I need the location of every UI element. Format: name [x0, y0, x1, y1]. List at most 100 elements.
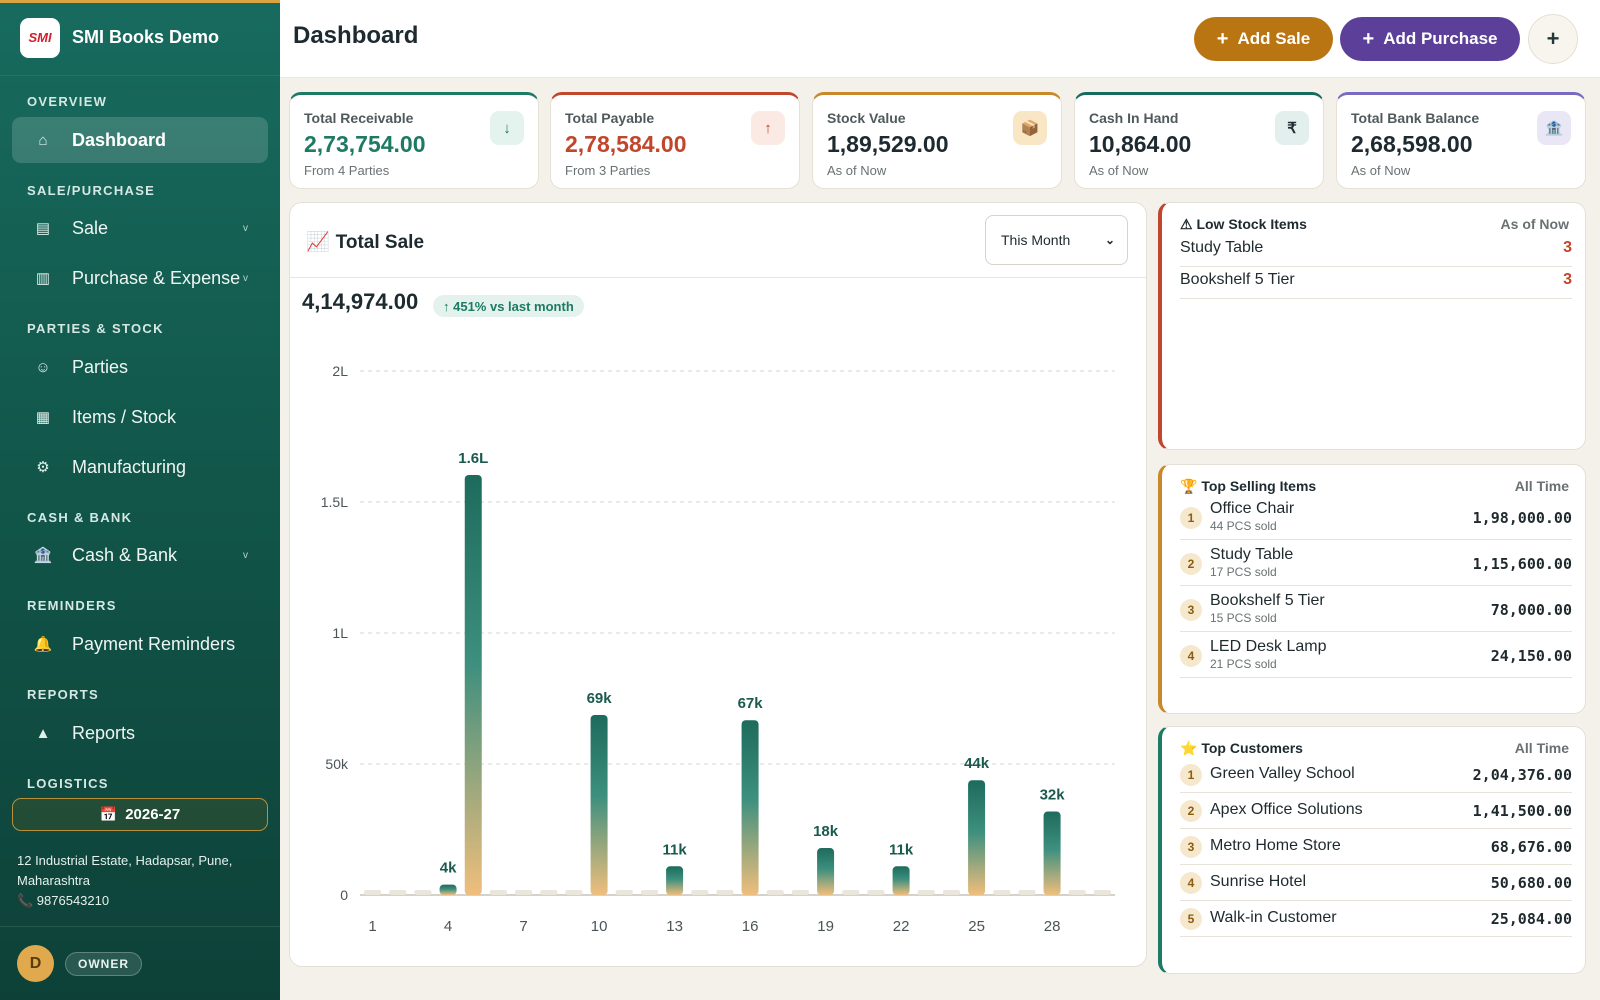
top-selling-meta: All Time	[1514, 478, 1569, 494]
section-logistics: LOGISTICS	[27, 776, 109, 791]
item-amount: 1,98,000.00	[1472, 509, 1572, 527]
sidebar-item-reports[interactable]: ▲ Reports	[12, 710, 268, 756]
trend-chart-icon: 📈	[306, 232, 330, 253]
x-tick-label: 13	[666, 918, 683, 935]
item-amount: 78,000.00	[1490, 601, 1572, 619]
financial-year-selector[interactable]: 📅 2026-27	[12, 798, 268, 831]
arrow-down-icon: ↓	[490, 111, 524, 145]
total-sale-title: 📈 Total Sale	[306, 230, 424, 254]
top-customer-row[interactable]: 2 Apex Office Solutions 1,41,500.00	[1180, 795, 1572, 829]
rank-badge: 1	[1180, 764, 1202, 786]
bar	[968, 780, 986, 895]
sidebar-divider	[0, 926, 280, 927]
arrow-up-icon: ↑	[751, 111, 785, 145]
stat-card-cash-in-hand[interactable]: Cash In Hand 10,864.00 As of Now ₹	[1074, 92, 1324, 189]
app-name: SMI Books Demo	[72, 27, 220, 47]
package-icon: 📦	[1013, 111, 1047, 145]
low-stock-title: ⚠ Low Stock Items	[1180, 216, 1307, 232]
stat-subtitle: From 3 Parties	[565, 163, 651, 178]
quick-add-button[interactable]: +	[1528, 14, 1578, 64]
section-overview: OVERVIEW	[27, 94, 108, 109]
stat-card-total-receivable[interactable]: Total Receivable 2,73,754.00 From 4 Part…	[289, 92, 539, 189]
item-name: Bookshelf 5 Tier	[1210, 592, 1325, 609]
x-tick-label: 28	[1044, 918, 1061, 935]
top-customers-panel: ⭐ Top Customers All Time 1 Green Valley …	[1158, 726, 1586, 974]
item-name: Study Table	[1210, 546, 1294, 563]
sidebar-item-parties[interactable]: ☺ Parties	[12, 344, 268, 390]
company-address: 12 Industrial Estate, Hadapsar, Pune, Ma…	[17, 853, 233, 888]
stat-card-total-bank-balance[interactable]: Total Bank Balance 2,68,598.00 As of Now…	[1336, 92, 1586, 189]
bar	[439, 884, 457, 895]
plus-icon: +	[1546, 26, 1560, 51]
bar-placeholder	[1018, 890, 1036, 895]
sidebar-item-purchase-expense[interactable]: ▥ Purchase & Expense v	[12, 255, 268, 301]
rank-badge: 4	[1180, 645, 1202, 667]
sidebar-item-sale[interactable]: ▤ Sale v	[12, 205, 268, 251]
top-selling-row[interactable]: 2 Study Table 17 PCS sold 1,15,600.00	[1180, 546, 1572, 586]
sidebar-item-label: Reports	[72, 722, 136, 743]
bar-placeholder	[389, 890, 407, 895]
add-purchase-button[interactable]: + Add Purchase	[1340, 17, 1520, 61]
bar-placeholder	[540, 890, 558, 895]
x-tick-label: 25	[968, 918, 985, 935]
home-icon: ⌂	[38, 131, 48, 149]
bar-data-label: 44k	[964, 755, 990, 772]
total-sale-card: 📈 Total Sale This Month ⌄ 4,14,974.00 ↑ 4…	[289, 202, 1147, 967]
low-stock-row[interactable]: Bookshelf 5 Tier 3	[1180, 267, 1572, 299]
stat-card-total-payable[interactable]: Total Payable 2,78,584.00 From 3 Parties…	[550, 92, 800, 189]
item-sold-count: 15 PCS sold	[1210, 611, 1277, 625]
bar-placeholder	[1093, 890, 1111, 895]
sidebar-item-items-stock[interactable]: ▦ Items / Stock	[12, 394, 268, 440]
stat-title: Total Payable	[565, 110, 655, 126]
sidebar-item-dashboard[interactable]: ⌂ Dashboard	[12, 117, 268, 163]
bar-data-label: 1.6L	[458, 450, 488, 467]
bar-data-label: 18k	[813, 823, 839, 840]
top-customer-row[interactable]: 5 Walk-in Customer 25,084.00	[1180, 903, 1572, 937]
add-sale-button[interactable]: + Add Sale	[1194, 17, 1333, 61]
x-tick-label: 22	[893, 918, 910, 935]
sidebar-item-payment-reminders[interactable]: 🔔 Payment Reminders	[12, 621, 268, 667]
app-logo: SMI	[20, 17, 60, 58]
low-stock-row[interactable]: Study Table 3	[1180, 235, 1572, 267]
stat-card-stock-value[interactable]: Stock Value 1,89,529.00 As of Now 📦	[812, 92, 1062, 189]
avatar[interactable]: D	[17, 945, 54, 982]
brand[interactable]: SMI SMI Books Demo	[0, 0, 280, 76]
calendar-icon: 📅	[99, 806, 118, 822]
sidebar-accent-line	[0, 0, 280, 3]
sidebar-item-label: Cash & Bank	[72, 544, 178, 565]
top-selling-row[interactable]: 1 Office Chair 44 PCS sold 1,98,000.00	[1180, 500, 1572, 540]
sidebar-item-label: Purchase & Expense	[72, 267, 241, 288]
bell-icon: 🔔	[33, 636, 53, 653]
top-customer-row[interactable]: 4 Sunrise Hotel 50,680.00	[1180, 867, 1572, 901]
top-customer-row[interactable]: 3 Metro Home Store 68,676.00	[1180, 831, 1572, 865]
section-sale-purchase: SALE/PURCHASE	[27, 183, 156, 198]
sidebar-item-manufacturing[interactable]: ⚙ Manufacturing	[12, 444, 268, 490]
y-tick-label: 0	[340, 887, 348, 903]
section-reminders: REMINDERS	[27, 598, 117, 613]
top-customer-row[interactable]: 1 Green Valley School 2,04,376.00	[1180, 759, 1572, 793]
top-selling-row[interactable]: 3 Bookshelf 5 Tier 15 PCS sold 78,000.00	[1180, 592, 1572, 632]
bar-placeholder	[867, 890, 885, 895]
bar-data-label: 67k	[738, 695, 764, 712]
customer-name: Green Valley School	[1210, 765, 1355, 782]
role-badge: OWNER	[65, 952, 142, 976]
sidebar: SMI SMI Books Demo OVERVIEW ⌂ Dashboard …	[0, 0, 280, 1000]
company-phone: 📞 9876543210	[17, 893, 110, 908]
period-select[interactable]: This Month ⌄	[985, 215, 1128, 265]
bar-placeholder	[766, 890, 784, 895]
sidebar-item-cash-bank[interactable]: 🏦 Cash & Bank v	[12, 532, 268, 578]
top-selling-row[interactable]: 4 LED Desk Lamp 21 PCS sold 24,150.00	[1180, 638, 1572, 678]
customer-amount: 68,676.00	[1490, 838, 1572, 856]
stat-value: 2,68,598.00	[1351, 131, 1473, 157]
item-qty: 3	[1563, 271, 1572, 288]
low-stock-meta: As of Now	[1500, 216, 1569, 232]
bar-data-label: 32k	[1040, 787, 1066, 804]
bar-data-label: 11k	[662, 841, 687, 858]
section-parties-stock: PARTIES & STOCK	[27, 321, 164, 336]
chevron-down-icon: ⌄	[1104, 233, 1115, 247]
rupee-icon: ₹	[1275, 111, 1309, 145]
bar-data-label: 4k	[440, 860, 457, 877]
bar-placeholder	[489, 890, 507, 895]
sidebar-item-label: Manufacturing	[72, 456, 187, 477]
plus-icon: +	[1216, 27, 1229, 50]
